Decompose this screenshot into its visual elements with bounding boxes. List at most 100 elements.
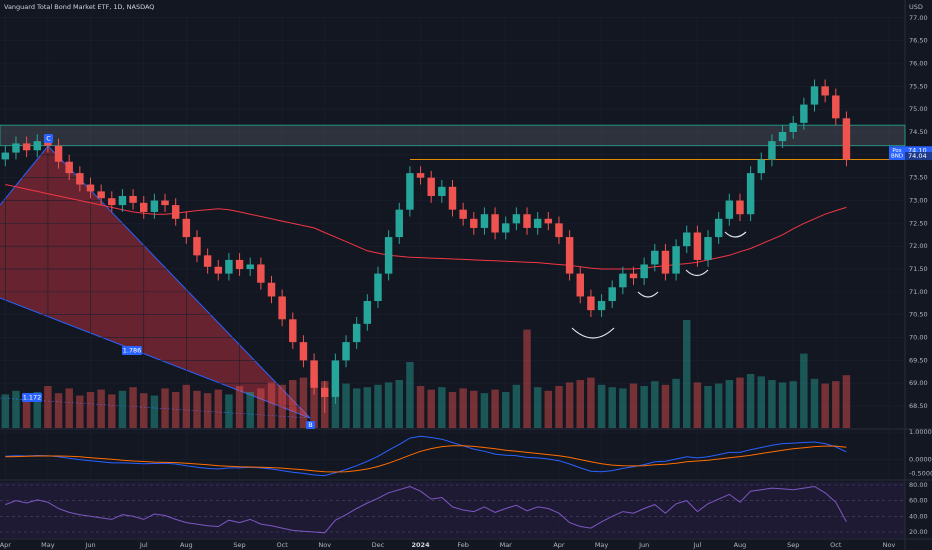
candle-body [544,218,553,224]
y-tick-label: 70.50 [909,311,928,319]
price-label-box [889,152,905,161]
y-tick-label: 71.00 [909,288,928,296]
candle-body [97,191,105,199]
volume-bar [597,384,606,428]
volume-bar [555,386,563,428]
y-tick-label: 74.50 [909,128,928,136]
candle-body [246,264,254,270]
volume-bar [512,384,521,428]
y-tick-label: 68.50 [909,402,928,410]
y-tick-label: 70.00 [909,334,928,342]
volume-bar [193,390,201,428]
candle-body [416,173,425,178]
arc [685,269,709,277]
candle-body [299,342,308,361]
x-tick-label: Aug [734,541,747,549]
volume-bar [651,381,659,428]
x-tick-label: Mar [500,541,513,549]
candle-body [225,259,233,274]
candle-body [44,141,52,146]
candle-body [512,214,521,224]
signal-line [5,445,847,473]
volume-bar [821,383,829,428]
volume-bar [725,380,734,428]
x-tick-label: Apr [553,541,565,549]
candle-body [565,237,574,274]
volume-bar [54,393,63,428]
candle-body [789,122,797,133]
candle-body [54,145,63,162]
volume-bar [672,378,680,428]
x-tick-label: Dec [372,541,385,549]
candle-body [768,141,776,160]
candle-body [576,273,584,297]
y-tick-label: 20.00 [909,528,928,536]
volume-bar [832,381,840,428]
candle-body [406,173,414,210]
candle-body [842,118,851,160]
x-tick-label: Jun [638,541,649,549]
candle-body [150,200,159,212]
volume-bar [76,395,84,428]
x-tick-label: Jun [84,541,95,549]
candle-body [693,232,702,260]
candle-body [459,209,467,219]
zone [0,124,906,147]
candle-body [448,186,457,210]
x-tick-label: May [595,541,609,549]
volume-bar [661,384,670,428]
candle-body [214,266,222,274]
volume-bar [427,389,435,428]
price-label-box [905,152,932,161]
candle-body [129,195,137,203]
rsi-line [5,485,847,534]
volume-bar [225,394,233,428]
volume-bar [470,390,478,428]
volume-bar [214,389,222,428]
candle-body [235,259,244,270]
x-tick-label: May [41,541,55,549]
candle-body [363,301,372,324]
volume-bar [491,389,499,428]
candle-body [736,200,744,215]
volume-bar [757,376,765,428]
label-box [122,346,142,355]
volume-bar [97,389,105,428]
y-tick-label: 76.00 [909,59,928,67]
candle-body [267,282,276,297]
volume-bar [86,392,95,428]
candle-body [140,202,148,212]
x-tick-label: Oct [830,541,842,549]
candle-body [619,273,627,288]
candle-body [683,232,691,247]
y-tick-label: 75.50 [909,82,928,90]
candle-body [374,273,382,302]
volume-bar [235,386,244,428]
candle-body [810,86,819,105]
volume-bar [33,392,41,428]
candle-body [86,184,95,192]
volume-bar [150,395,159,428]
rsi-pane [0,482,905,538]
candle-body [352,323,361,343]
volume-bar [789,381,797,428]
volume-bar [108,394,116,428]
volume-bar [267,382,276,428]
volume-bar [576,380,584,428]
candle-body [22,143,31,151]
annotation: B [308,421,312,429]
volume-bar [203,393,212,428]
volume-bar [565,382,574,428]
candle-body [491,214,499,233]
volume-bar [842,375,851,428]
volume-bar [257,388,265,428]
candle-body [161,200,169,206]
volume-bar [736,377,744,428]
volume-bar [683,320,691,428]
candle-body [714,218,723,238]
volume-bar [363,387,372,428]
candle-body [832,95,840,119]
volume-bar [289,380,297,428]
